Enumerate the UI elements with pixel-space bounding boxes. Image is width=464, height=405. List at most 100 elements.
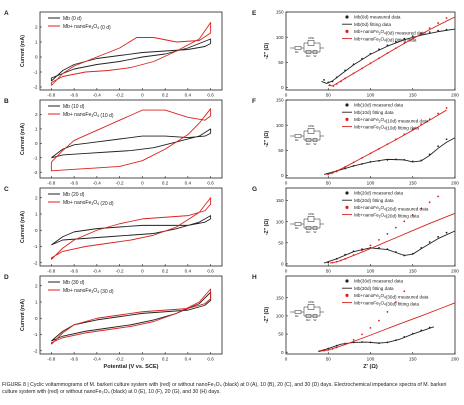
data-point	[437, 145, 439, 148]
x-tick-label: 0	[285, 269, 288, 274]
series-line-4	[328, 16, 456, 87]
x-tick-label: 0	[141, 357, 144, 362]
series-line-2	[50, 22, 212, 86]
x-tick-label: 50	[326, 181, 332, 186]
figure-caption: FIGURE 8 | Cyclic voltammograms of M. ba…	[2, 382, 447, 395]
x-tick-label: 50	[326, 357, 332, 362]
y-tick-label: 0	[281, 173, 284, 178]
series-line-1	[51, 291, 212, 342]
series-line-2	[323, 230, 456, 264]
data-point	[437, 29, 439, 32]
legend-swatch	[345, 117, 349, 121]
panel-h: H 0 50 100 150 200 0 50 100 150 -Z'' (Ω) Z' (Ω) Mb(3…	[252, 274, 459, 370]
series-line-1	[51, 215, 212, 246]
data-point	[403, 220, 406, 223]
circuit-label: W	[314, 142, 317, 146]
x-tick-label: -0.4	[93, 93, 101, 98]
y-tick-label: 0	[281, 350, 284, 355]
x-axis-label: Potential (V vs. SCE)	[103, 364, 158, 370]
legend-entry: Mb(0d) fitting data	[354, 22, 391, 27]
x-tick-label: 0	[141, 269, 144, 274]
series-line-1	[50, 38, 212, 82]
equivalent-circuit-icon: CPE Rs Rct W	[290, 212, 324, 234]
legend-entry: Mb+nanoFe3O4(10d) measured data	[354, 117, 429, 123]
legend-entry: Mb (30 d)	[63, 280, 85, 286]
x-tick-label: 150	[409, 93, 417, 98]
x-tick-label: -0.4	[93, 357, 101, 362]
data-point	[361, 249, 363, 252]
y-tick-label: -2	[33, 170, 38, 175]
legend-entry: Mb+nanoFe3O4(30d) measured data	[354, 293, 429, 299]
x-tick-label: -0.2	[116, 93, 124, 98]
data-point	[361, 333, 363, 336]
series-line-2	[317, 326, 435, 352]
circuit-label: CPE	[308, 300, 314, 304]
legend-entry: Mb+nanoFe3O4(20d) measured data	[354, 205, 429, 211]
panel-label: E	[252, 10, 257, 17]
x-tick-label: 0.6	[207, 181, 214, 186]
data-point	[378, 238, 380, 241]
circuit-label: Rs	[295, 226, 299, 230]
data-point	[437, 112, 439, 115]
data-point	[445, 138, 448, 141]
y-tick-label: 1	[35, 300, 38, 305]
panel-d: D -0.8 -0.6 -0.4 -0.2 0 0.2 0.4 0.6 -2 -1 0 1 2 Curren…	[4, 274, 223, 370]
y-axis-label: Current (mA)	[20, 299, 26, 331]
y-axis-label: Current (mA)	[20, 123, 26, 155]
legend-entry: Mb+nanoFe3O4(20d) fitting data	[354, 212, 419, 218]
x-tick-label: 0.2	[162, 93, 169, 98]
y-axis-label: Current (mA)	[20, 211, 26, 243]
y-tick-label: -1	[33, 332, 38, 337]
x-tick-label: -0.6	[70, 93, 78, 98]
y-axis-label: -Z'' (Ω)	[264, 43, 270, 60]
x-tick-label: 200	[451, 181, 459, 186]
circuit-label: Rct	[306, 318, 311, 322]
data-point	[437, 236, 439, 238]
legend-swatch	[345, 29, 349, 33]
x-tick-label: 50	[326, 269, 332, 274]
legend-entry: Mb(20d) fitting data	[354, 198, 394, 203]
y-axis-label: Current (mA)	[20, 35, 26, 67]
legend-entry: Mb(20d) measured data	[354, 191, 403, 196]
x-tick-label: -0.6	[70, 269, 78, 274]
data-point	[445, 17, 448, 19]
legend-entry: Mb(10d) fitting data	[354, 110, 394, 115]
legend-entry: Mb+nanoFe3O4(30d) fitting data	[354, 300, 419, 306]
y-tick-label: 50	[278, 60, 284, 65]
x-tick-label: 0.4	[185, 93, 192, 98]
y-tick-label: 1	[35, 40, 38, 45]
series-line-4	[329, 212, 456, 264]
series-line-2	[323, 137, 456, 175]
data-point	[428, 31, 431, 34]
y-tick-label: 2	[35, 25, 38, 30]
x-tick-label: -0.2	[116, 269, 124, 274]
x-tick-label: 50	[326, 93, 332, 98]
x-tick-label: -0.4	[93, 269, 101, 274]
panel-c: C -0.8 -0.6 -0.4 -0.2 0 0.2 0.4 0.6 -2 -1 0 1 2 Curren…	[4, 186, 223, 274]
x-tick-label: -0.2	[116, 357, 124, 362]
x-tick-label: -0.8	[47, 93, 55, 98]
y-tick-label: 100	[276, 314, 284, 319]
x-axis-label: Z' (Ω)	[363, 364, 378, 370]
y-tick-label: -2	[33, 260, 38, 265]
circuit-label: Rct	[306, 142, 311, 146]
x-tick-label: 0.4	[185, 181, 192, 186]
data-point	[411, 35, 414, 38]
data-point	[445, 107, 448, 109]
x-tick-label: 0	[141, 93, 144, 98]
legend-entry: Mb(30d) measured data	[354, 279, 403, 284]
panel-label: D	[4, 274, 9, 281]
legend-swatch	[345, 293, 349, 297]
y-tick-label: 1	[35, 212, 38, 217]
data-point	[411, 214, 414, 216]
y-tick-label: 150	[276, 198, 284, 203]
y-tick-label: -2	[33, 85, 38, 90]
y-axis-label: -Z'' (Ω)	[264, 219, 270, 236]
x-tick-label: 100	[367, 93, 375, 98]
y-axis-label: -Z'' (Ω)	[264, 307, 270, 324]
x-tick-label: -0.2	[116, 181, 124, 186]
series-line-2	[321, 28, 456, 84]
legend-swatch	[345, 279, 349, 283]
y-tick-label: 0	[35, 228, 38, 233]
y-tick-label: -2	[33, 348, 38, 353]
